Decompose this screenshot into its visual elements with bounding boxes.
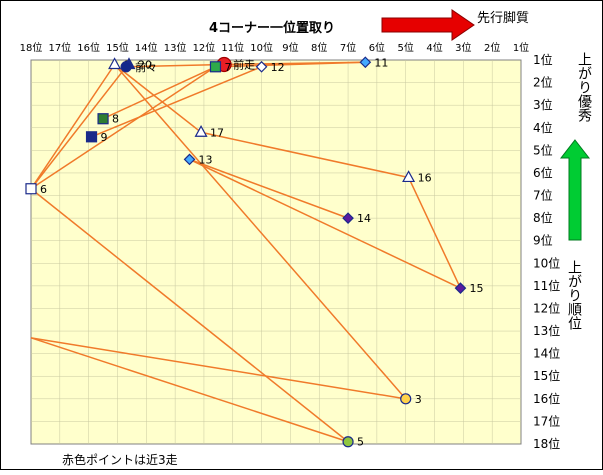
point-label: 5 [357, 436, 364, 449]
point-label: 8 [112, 113, 119, 126]
right-arrow-label: 先行脚質 [477, 10, 529, 26]
series-line [102, 66, 216, 120]
right-arrow-icon [381, 9, 475, 41]
y-tick-label: 17位 [533, 413, 560, 428]
series-line [407, 177, 462, 289]
point-marker-diamond [454, 282, 467, 294]
y-tick-label: 3位 [533, 97, 553, 112]
point-label: 11 [374, 56, 388, 69]
up-arrow-label: 上がり優秀 [576, 52, 592, 123]
point-label: 16 [418, 171, 432, 184]
series-line [114, 63, 202, 133]
series-line [30, 66, 127, 190]
y-tick-label: 12位 [533, 300, 560, 315]
footnote: 赤色ポイントは近3走 [62, 453, 178, 467]
x-tick-label: 14位 [135, 41, 158, 54]
x-tick-label: 1位 [513, 41, 529, 54]
side-axis-label: 上がり順位 [566, 260, 582, 330]
point-label: 6 [40, 183, 47, 196]
point-label: 前々 [135, 60, 157, 74]
y-tick-label: 4位 [533, 120, 553, 135]
point-marker-triangle [402, 170, 416, 183]
point-marker-circle [342, 436, 354, 448]
point-label: 20 [138, 59, 152, 72]
series-line [215, 61, 366, 68]
y-tick-label: 11位 [533, 278, 560, 293]
x-tick-label: 13位 [164, 41, 187, 54]
y-tick-label: 13位 [533, 323, 560, 338]
plot-area [30, 59, 522, 445]
x-tick-labels: 18位 17位 16位 15位 14位 13位 12位 11位 10位 9位 8位 7位 6位 5位 4位 3… [20, 41, 530, 54]
series-points: 前走71211120前々896171316141535 [25, 56, 483, 449]
x-tick-label: 18位 [20, 41, 43, 54]
y-tick-label: 15位 [533, 368, 560, 383]
y-tick-label: 5位 [533, 142, 553, 157]
point-marker-circle [400, 393, 412, 405]
x-tick-label: 16位 [77, 41, 100, 54]
point-label: 17 [210, 126, 224, 139]
y-tick-label: 10位 [533, 255, 560, 270]
series-line [30, 337, 349, 443]
series-line [30, 64, 116, 190]
x-tick-label: 9位 [282, 41, 298, 54]
point-label: 7 [224, 61, 231, 74]
point-marker-diamond [342, 212, 354, 224]
series-line [189, 158, 349, 219]
point-label: 3 [415, 393, 422, 406]
series-line [114, 64, 407, 400]
point-marker-square [209, 61, 222, 73]
up-arrow-icon [559, 139, 591, 241]
x-tick-label: 5位 [398, 41, 414, 54]
point-marker-square [97, 113, 109, 125]
series-line [200, 131, 409, 179]
y-tick-label: 16位 [533, 391, 560, 406]
y-tick-label: 18位 [533, 436, 560, 451]
point-marker-triangle [194, 125, 208, 137]
series-line [30, 337, 406, 400]
x-tick-label: 7位 [340, 41, 356, 54]
x-tick-label: 17位 [48, 41, 71, 54]
point-marker-square [25, 183, 37, 195]
point-marker-circle [120, 61, 132, 73]
y-tick-label: 9位 [533, 233, 553, 248]
x-tick-label: 12位 [193, 41, 216, 54]
y-tick-label: 1位 [533, 52, 553, 67]
point-marker-triangle [108, 57, 122, 70]
series-lines [30, 61, 462, 443]
x-tick-label: 2位 [484, 41, 500, 54]
y-tick-label: 2位 [533, 75, 553, 90]
point-label: 15 [469, 282, 483, 295]
x-tick-label: 15位 [106, 41, 129, 54]
x-tick-label: 10位 [250, 41, 273, 54]
chart-title: 4コーナー一位置取り [209, 20, 335, 36]
x-tick-label: 8位 [311, 41, 327, 54]
series-line [30, 188, 349, 443]
x-tick-label: 4位 [426, 41, 442, 54]
point-label: 前走 [233, 58, 255, 72]
point-label: 14 [357, 212, 371, 225]
point-label: 12 [271, 61, 285, 74]
series-line [126, 63, 225, 68]
y-tick-label: 14位 [533, 346, 560, 361]
series-line [30, 66, 216, 190]
series-line [189, 158, 461, 289]
point-label: 13 [199, 153, 213, 166]
y-tick-label: 6位 [533, 165, 553, 180]
series-line [91, 66, 262, 138]
x-tick-label: 6位 [369, 41, 385, 54]
point-marker-diamond [255, 60, 268, 73]
point-marker-square [85, 131, 98, 143]
y-tick-label: 8位 [533, 210, 553, 225]
point-marker-diamond [359, 56, 372, 69]
point-marker-diamond [183, 153, 196, 166]
x-tick-label: 3位 [455, 41, 471, 54]
point-label: 9 [101, 131, 108, 144]
y-tick-label: 7位 [533, 188, 553, 203]
y-tick-labels: 1位 2位 3位 4位 5位 6位 7位 8位 9位 10位 11位 12位 13位 14位 15位 16位 1… [533, 52, 560, 451]
x-tick-label: 11位 [221, 41, 244, 54]
